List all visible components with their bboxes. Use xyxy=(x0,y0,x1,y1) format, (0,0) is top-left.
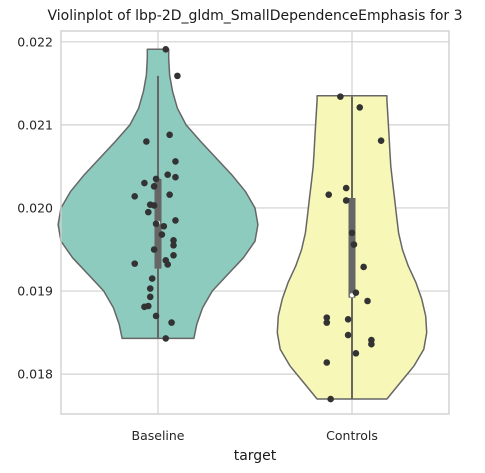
data-point xyxy=(350,241,358,248)
data-point xyxy=(342,197,350,204)
violin-layer xyxy=(57,45,428,403)
data-point xyxy=(327,395,334,403)
data-point xyxy=(150,183,158,190)
data-point xyxy=(344,331,352,339)
box-controls xyxy=(348,197,356,298)
data-point xyxy=(150,202,158,209)
data-point xyxy=(323,359,331,366)
data-point xyxy=(150,246,158,253)
x-tick-label: Controls xyxy=(326,428,378,443)
data-point xyxy=(364,297,371,305)
y-tick-label: 0.019 xyxy=(17,284,53,299)
data-point xyxy=(162,335,170,342)
data-point xyxy=(141,303,148,311)
y-tick-label: 0.021 xyxy=(17,117,53,132)
data-point xyxy=(172,158,179,165)
data-point xyxy=(323,314,331,321)
data-point xyxy=(342,184,350,192)
chart-title: Violinplot of lbp-2D_gldm_SmallDependenc… xyxy=(48,8,463,24)
data-point xyxy=(168,319,175,326)
data-point xyxy=(166,191,173,198)
x-axis-label: target xyxy=(234,448,277,464)
data-point xyxy=(158,231,166,238)
data-point xyxy=(377,137,385,144)
y-tick-label: 0.020 xyxy=(17,200,53,215)
data-point xyxy=(145,208,152,216)
data-point xyxy=(166,131,173,139)
data-point xyxy=(170,237,177,244)
plot-frame xyxy=(60,30,450,415)
data-point xyxy=(172,173,179,181)
data-point xyxy=(325,191,333,198)
data-point xyxy=(337,93,344,100)
data-point xyxy=(131,193,139,200)
data-point xyxy=(356,104,364,111)
data-point xyxy=(174,72,181,80)
data-point xyxy=(348,229,356,237)
data-point xyxy=(352,289,360,297)
data-point xyxy=(344,315,352,323)
data-point xyxy=(143,138,150,145)
data-point xyxy=(172,217,179,224)
tick-layer: 0.018 0.019 0.020 0.021 0.022 Baseline Control… xyxy=(17,34,378,443)
data-point xyxy=(131,260,139,267)
data-point xyxy=(164,171,171,179)
data-point xyxy=(352,350,360,357)
x-tick-label: Baseline xyxy=(132,428,185,443)
y-tick-label: 0.022 xyxy=(17,34,53,49)
data-point xyxy=(323,319,331,326)
data-point xyxy=(164,261,171,268)
y-tick-label: 0.018 xyxy=(17,367,53,382)
data-point xyxy=(152,175,160,183)
data-point xyxy=(146,285,154,292)
data-point xyxy=(368,340,375,348)
data-point xyxy=(160,222,168,230)
data-point xyxy=(146,293,154,301)
data-point xyxy=(170,242,177,249)
data-point xyxy=(152,312,160,320)
data-point xyxy=(170,252,177,259)
data-point xyxy=(141,179,148,187)
data-point xyxy=(152,220,160,228)
data-point xyxy=(148,275,156,282)
data-point xyxy=(162,45,170,53)
data-point xyxy=(360,263,367,271)
